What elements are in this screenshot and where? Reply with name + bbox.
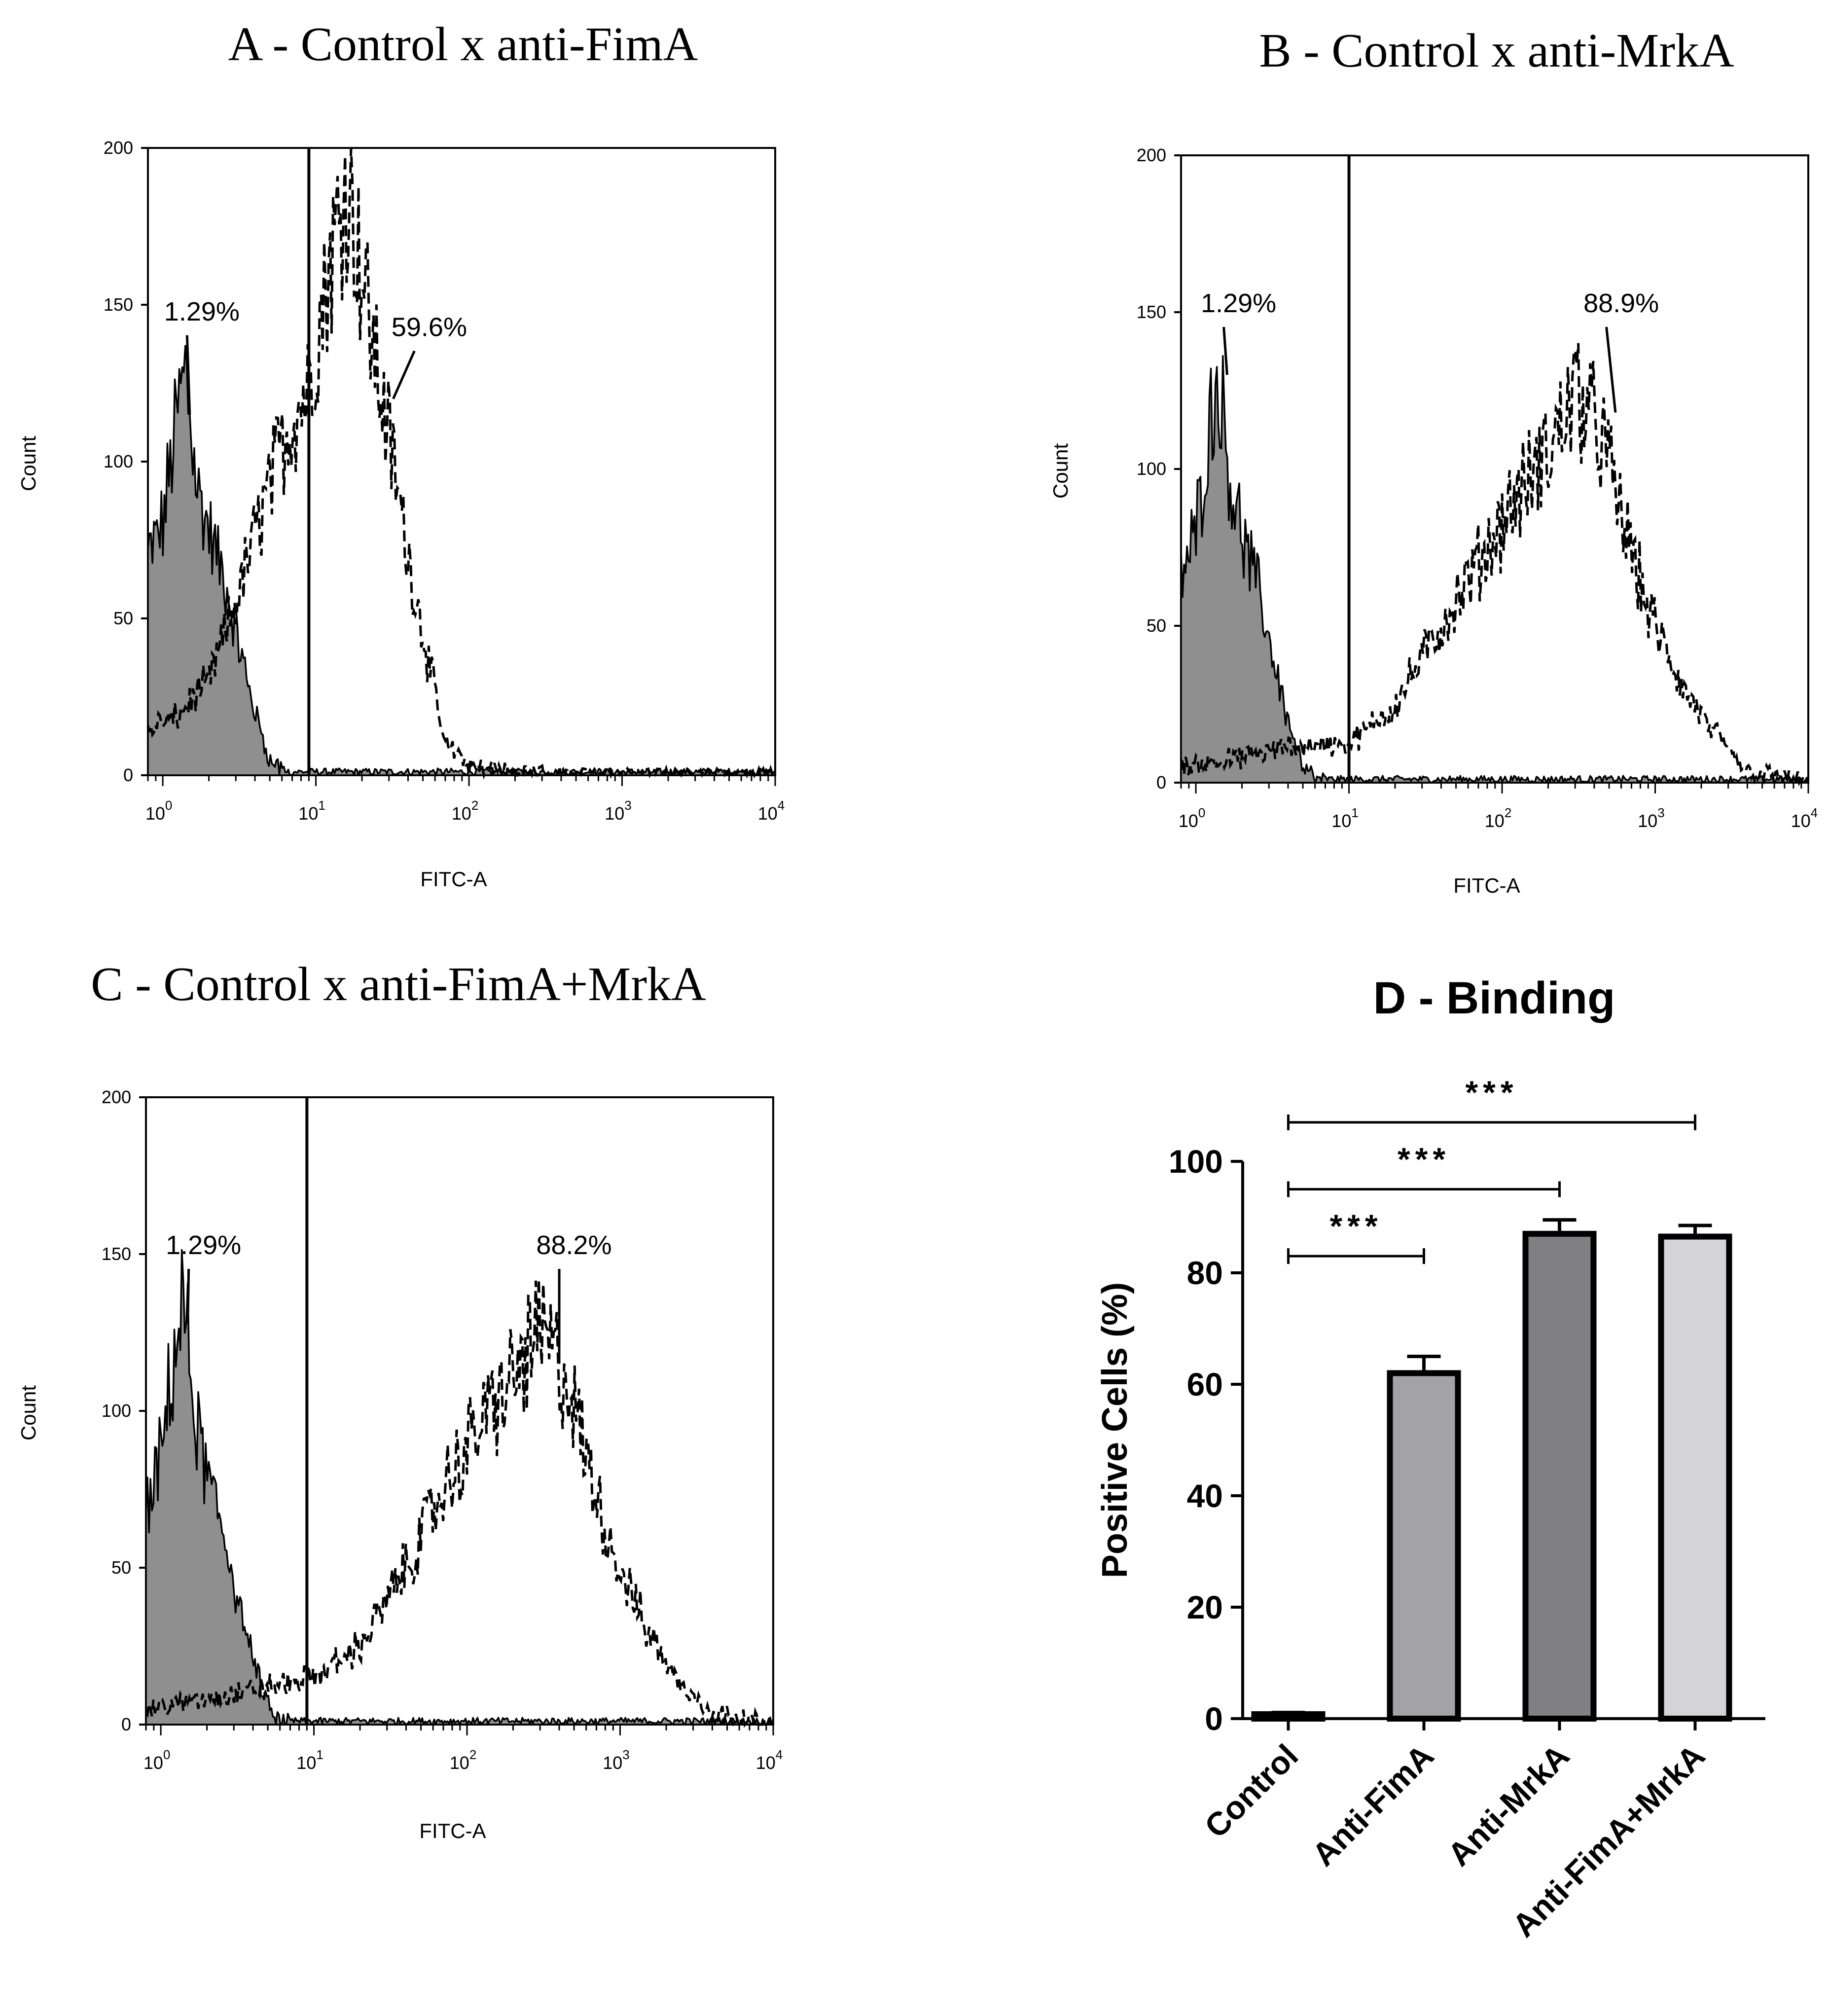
panel-d-ylabel: Positive Cells (%) — [1095, 1282, 1135, 1578]
x-tick-label: 100 — [1179, 805, 1206, 831]
panel-b-series-antibody — [1180, 343, 1809, 787]
y-tick-label: 100 — [1169, 1143, 1223, 1180]
y-tick-label: 40 — [1187, 1477, 1223, 1514]
x-tick-label: 103 — [603, 1747, 630, 1773]
annotation-pointer — [392, 350, 416, 399]
panel-a-histogram: A - Control x anti-FimA FITC-A Count 0 50… — [17, 18, 785, 891]
y-tick-label: 0 — [1156, 772, 1166, 792]
significance-stars: *** — [1329, 1208, 1382, 1244]
y-tick-label: 150 — [102, 1244, 131, 1264]
panel-d-bar-chart: D - Binding Positive Cells (%) 0 20 40 60 80… — [1095, 973, 1765, 1944]
panel-c-plot-area: 0 50 100 150 200 100 101 102 103 104 1.29% 88.2% — [102, 1087, 783, 1773]
bar-anti-fima — [1387, 1370, 1461, 1722]
panel-b-plot-area: 0 50 100 150 200 100 101 102 103 104 1.29% 88.9% — [1137, 145, 1818, 831]
significance-stars: *** — [1465, 1074, 1518, 1111]
panel-a-percent-label: 59.6% — [392, 313, 467, 342]
x-tick-label: 101 — [296, 1747, 323, 1773]
y-tick-label: 200 — [1137, 145, 1166, 165]
panel-a-xlabel: FITC-A — [420, 867, 487, 891]
bar-control — [1251, 1711, 1326, 1722]
annotation-pointer — [185, 335, 191, 415]
category-label: Anti-MrkA — [1440, 1737, 1576, 1873]
panel-c-percent-label: 88.2% — [536, 1230, 611, 1260]
y-tick-label: 100 — [102, 1401, 131, 1421]
panel-c-xlabel: FITC-A — [419, 1819, 486, 1842]
y-tick-label: 50 — [1147, 615, 1166, 636]
panel-a-title: A - Control x anti-FimA — [228, 18, 698, 71]
panel-b-series-control — [1180, 355, 1809, 784]
annotation-pointer — [186, 1268, 190, 1323]
annotation-pointer — [1605, 326, 1617, 413]
x-tick-label: 104 — [1791, 805, 1818, 831]
panel-b-histogram: B - Control x anti-MrkA FITC-A Count 0 50… — [1049, 24, 1818, 897]
panel-b-xlabel: FITC-A — [1453, 874, 1520, 897]
panel-b-title: B - Control x anti-MrkA — [1259, 24, 1734, 77]
panel-c-percent-label: 1.29% — [166, 1230, 241, 1260]
panel-b-ylabel: Count — [1049, 443, 1072, 499]
panel-c-ylabel: Count — [17, 1385, 40, 1440]
significance-stars: *** — [1398, 1141, 1450, 1178]
y-tick-label: 60 — [1187, 1366, 1223, 1403]
x-tick-label: 101 — [298, 798, 325, 824]
annotation-pointer — [1222, 326, 1228, 375]
y-tick-label: 50 — [111, 1557, 131, 1578]
x-tick-label: 103 — [605, 798, 632, 824]
panel-a-ylabel: Count — [17, 436, 40, 491]
y-tick-label: 200 — [104, 138, 133, 158]
y-tick-label: 0 — [121, 1714, 131, 1734]
panel-c-histogram: C - Control x anti-FimA+MrkA FITC-A Coun… — [17, 958, 783, 1842]
panel-c-series-control — [145, 1249, 774, 1726]
y-tick-label: 150 — [1137, 302, 1166, 322]
y-tick-label: 20 — [1187, 1589, 1223, 1625]
x-tick-label: 102 — [452, 798, 479, 824]
panel-c-series-antibody — [144, 1278, 774, 1728]
x-tick-label: 104 — [756, 1747, 783, 1773]
y-tick-label: 150 — [104, 294, 133, 315]
bar-anti-fima-mrka — [1658, 1233, 1732, 1722]
x-tick-label: 102 — [450, 1747, 477, 1773]
y-tick-label: 0 — [123, 765, 133, 785]
y-tick-label: 50 — [113, 608, 133, 628]
x-tick-label: 101 — [1331, 805, 1359, 831]
bar-anti-mrka — [1522, 1230, 1597, 1722]
panel-a-series-antibody — [146, 147, 776, 780]
panel-a-series-control — [147, 345, 776, 776]
category-label: Control — [1197, 1737, 1305, 1845]
x-tick-label: 103 — [1638, 805, 1665, 831]
panel-b-percent-label: 1.29% — [1201, 288, 1276, 318]
x-tick-label: 100 — [143, 1747, 171, 1773]
x-tick-label: 102 — [1485, 805, 1512, 831]
panel-c-title: C - Control x anti-FimA+MrkA — [91, 958, 706, 1011]
y-tick-label: 0 — [1205, 1700, 1223, 1737]
y-tick-label: 200 — [102, 1087, 131, 1107]
x-tick-label: 100 — [145, 798, 173, 824]
x-tick-label: 104 — [758, 798, 785, 824]
panel-d-title: D - Binding — [1373, 973, 1615, 1023]
y-tick-label: 80 — [1187, 1255, 1223, 1291]
y-tick-label: 100 — [1137, 459, 1166, 479]
panel-a-percent-label: 1.29% — [164, 297, 240, 326]
panel-b-percent-label: 88.9% — [1583, 288, 1659, 318]
category-label: Anti-FimA — [1305, 1737, 1440, 1873]
y-tick-label: 100 — [104, 451, 133, 471]
panel-a-plot-area: 0 50 100 150 200 100 101 102 103 104 1.29% 59.6% — [104, 138, 785, 824]
